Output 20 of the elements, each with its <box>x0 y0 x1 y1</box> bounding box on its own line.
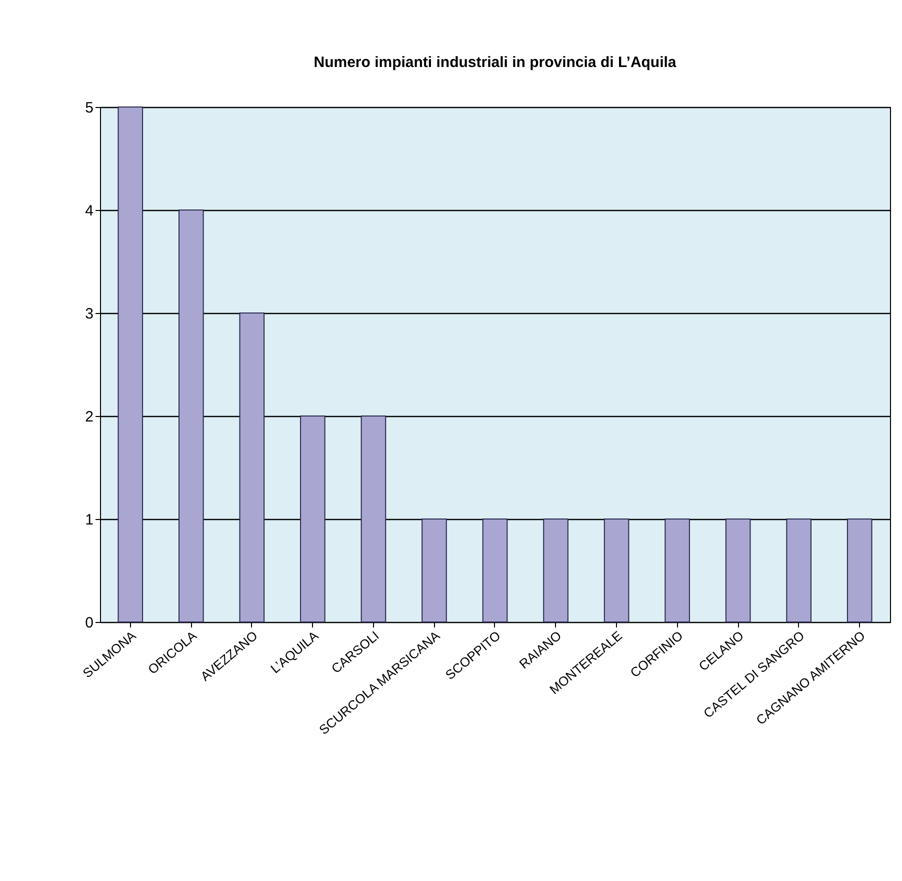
bar <box>118 106 144 622</box>
bar <box>178 210 204 622</box>
bar <box>300 416 326 622</box>
y-tick-label: 1 <box>85 512 94 528</box>
y-tick-label: 3 <box>85 306 94 322</box>
y-tick-label: 2 <box>85 408 94 426</box>
bar <box>725 518 751 622</box>
bar <box>543 518 568 622</box>
bar <box>422 518 447 622</box>
y-tick-label: 0 <box>85 614 94 632</box>
y-tick-label: 5 <box>85 100 94 116</box>
y-tick-label: 4 <box>85 202 94 220</box>
bar <box>604 518 630 622</box>
bar <box>846 518 872 622</box>
bar <box>786 518 812 622</box>
bar <box>239 312 265 622</box>
bar <box>482 518 508 622</box>
bar <box>664 518 690 622</box>
bar <box>360 416 386 622</box>
chart-title: Numero impianti industriali in provincia di L’Aquila <box>314 54 677 71</box>
